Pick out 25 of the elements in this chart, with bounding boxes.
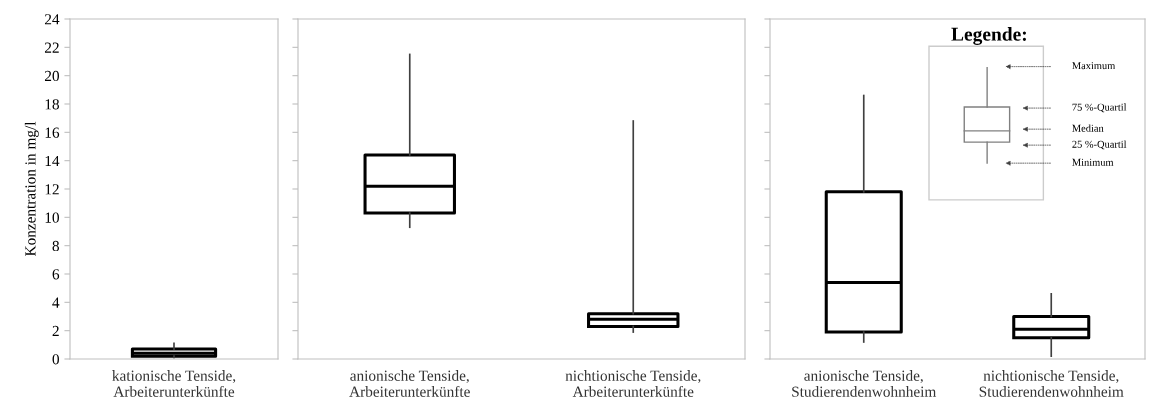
- y-tick-label: 12: [45, 184, 59, 195]
- annotation: Minimum: [1072, 158, 1114, 166]
- annotation: Legende:: [951, 27, 1026, 45]
- y-tick-label: 8: [52, 240, 59, 252]
- x-tick-label: nichtionische Tenside, Studierendenwohnheim: [979, 370, 1124, 397]
- x-tick-label: anionische Tenside, Arbeiterunterkünfte: [349, 370, 470, 397]
- y-tick-label: 10: [45, 212, 59, 223]
- y-tick-label: 20: [44, 70, 59, 82]
- y-tick-label: 4: [52, 297, 60, 308]
- y-tick-label: 6: [52, 269, 60, 280]
- annotation: 75 %-Quartil: [1072, 103, 1127, 113]
- y-tick-label: 16: [45, 127, 60, 138]
- x-tick-label: kationische Tenside, Arbeiterunterkünfte: [112, 370, 236, 397]
- y-tick-label: 0: [52, 354, 59, 365]
- y-tick-label: 22: [44, 42, 59, 53]
- y-axis-title: Konzentration in mg/l: [24, 121, 39, 257]
- y-tick-label: 14: [45, 155, 60, 166]
- x-tick-label: nichtionische Tenside, Arbeiterunterkünfte: [565, 370, 701, 397]
- annotation: Median: [1072, 124, 1104, 132]
- x-tick-label: anionische Tenside, Studierendenwohnheim: [792, 370, 937, 397]
- annotation: 25 %-Quartil: [1072, 140, 1127, 150]
- annotation: Maximum: [1072, 62, 1116, 70]
- y-tick-label: 2: [52, 325, 59, 336]
- y-tick-label: 18: [45, 99, 59, 110]
- y-tick-label: 24: [44, 14, 60, 25]
